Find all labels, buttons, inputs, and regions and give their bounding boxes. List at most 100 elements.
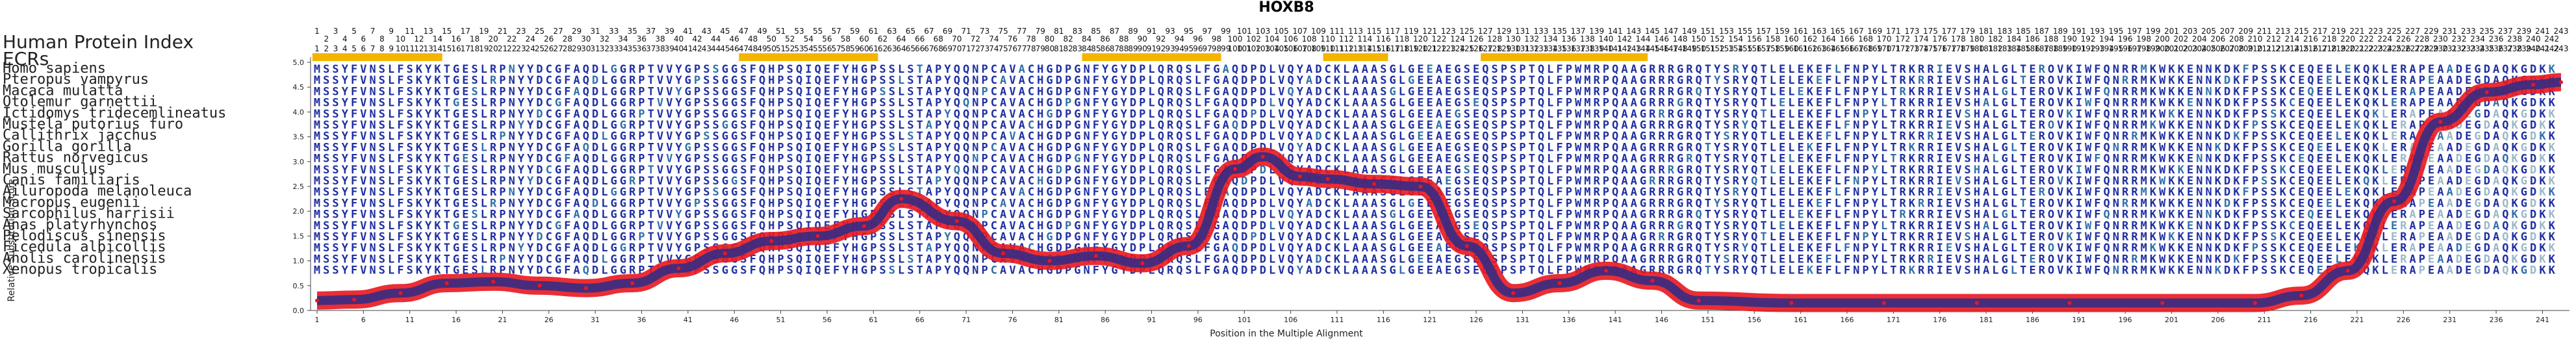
sequence-residue: E: [1417, 253, 1423, 266]
index-number: 1: [314, 27, 320, 36]
sequence-residue: Y: [1714, 242, 1721, 255]
sequence-residue: E: [2345, 85, 2351, 98]
sequence-residue: V: [666, 141, 672, 154]
sequence-residue: P: [1566, 153, 1572, 166]
index-number: 220: [2340, 34, 2355, 44]
sequence-residue: H: [852, 119, 858, 132]
species-label: Macropus eugenii: [3, 194, 140, 210]
sequence-residue: P: [2252, 253, 2258, 266]
sequence-residue: E: [2345, 130, 2351, 143]
sequence-residue: E: [1816, 175, 1822, 188]
sequence-residue: S: [407, 141, 413, 154]
sequence-residue: V: [2057, 208, 2063, 221]
sequence-residue: V: [666, 220, 672, 233]
sequence-residue: N: [370, 74, 376, 87]
sequence-residue: E: [1445, 108, 1451, 121]
sequence-residue: A: [1019, 130, 1025, 143]
ecr-index-number: 48: [748, 44, 758, 53]
sequence-residue: L: [1399, 119, 1405, 132]
sequence-residue: R: [2122, 97, 2129, 110]
sequence-residue: M: [2141, 119, 2147, 132]
sequence-residue: S: [2261, 74, 2267, 87]
sequence-residue: Y: [1714, 119, 1721, 132]
sequence-residue: E: [1427, 242, 1433, 255]
ecr-index-number: 184: [2006, 44, 2021, 53]
index-number: 243: [2554, 27, 2569, 36]
sequence-residue: E: [1798, 197, 1804, 210]
sequence-residue: F: [1556, 141, 1562, 154]
sequence-residue: Y: [342, 220, 349, 233]
sequence-residue: I: [2076, 119, 2082, 132]
sequence-residue: L: [1399, 231, 1405, 244]
sequence-residue: Q: [2308, 74, 2314, 87]
sequence-residue: K: [2178, 220, 2185, 233]
sequence-residue: Q: [815, 242, 821, 255]
sequence-residue: V: [666, 197, 672, 210]
ecr-bar: [1481, 53, 1648, 61]
sequence-residue: K: [2150, 242, 2157, 255]
sequence-residue: G: [1454, 74, 1460, 87]
sequence-residue: L: [1881, 97, 1887, 110]
sequence-residue: C: [546, 231, 552, 244]
sequence-residue: R: [1167, 208, 1174, 221]
sequence-residue: V: [666, 186, 672, 199]
index-number: 16: [451, 34, 461, 44]
sequence-residue: T: [1890, 97, 1896, 110]
sequence-residue: Q: [796, 175, 802, 188]
sequence-residue: E: [1798, 108, 1804, 121]
index-number: 229: [2424, 27, 2439, 36]
sequence-residue: R: [1658, 220, 1665, 233]
sequence-residue: H: [1037, 175, 1043, 188]
sequence-residue: A: [1371, 253, 1377, 266]
sequence-residue: G: [1454, 186, 1460, 199]
sequence-residue: Q: [2308, 175, 2314, 188]
sequence-residue: P: [694, 153, 700, 166]
sequence-residue: F: [2243, 63, 2249, 76]
sequence-residue: R: [1594, 119, 1601, 132]
sequence-residue: M: [2141, 153, 2147, 166]
sequence-residue: L: [1148, 164, 1154, 177]
ecr-index-number: 189: [2053, 44, 2068, 53]
sequence-residue: S: [2261, 130, 2267, 143]
sequence-residue: R: [2131, 175, 2138, 188]
sequence-residue: P: [694, 175, 700, 188]
index-number: 57: [832, 27, 841, 36]
sequence-residue: F: [351, 242, 357, 255]
sequence-residue: S: [713, 231, 719, 244]
index-number: 193: [2090, 27, 2105, 36]
sequence-residue: D: [2224, 108, 2230, 121]
sequence-residue: F: [351, 119, 357, 132]
ecr-index-number: 180: [1969, 44, 1984, 53]
sequence-residue: Y: [1121, 153, 1128, 166]
sequence-residue: S: [2261, 85, 2267, 98]
sequence-residue: Q: [2363, 74, 2369, 87]
sequence-residue: C: [2289, 153, 2295, 166]
sequence-residue: G: [2474, 164, 2480, 177]
sequence-residue: E: [2345, 153, 2351, 166]
sequence-residue: P: [694, 119, 700, 132]
sequence-residue: P: [870, 231, 876, 244]
ecr-index-number: 25: [535, 44, 544, 53]
sequence-residue: L: [2382, 74, 2388, 87]
sequence-residue: P: [1139, 63, 1145, 76]
sequence-residue: F: [1825, 208, 1831, 221]
sequence-residue: E: [462, 130, 468, 143]
sequence-residue: P: [1501, 153, 1507, 166]
sequence-residue: G: [611, 208, 617, 221]
sequence-residue: K: [2280, 141, 2287, 154]
sequence-residue: P: [1139, 175, 1145, 188]
sequence-residue: D: [1260, 231, 1266, 244]
sequence-residue: L: [1269, 141, 1275, 154]
sequence-residue: V: [1955, 186, 1961, 199]
sequence-residue: T: [917, 231, 923, 244]
sequence-residue: K: [2512, 242, 2519, 255]
sequence-residue: N: [2113, 141, 2119, 154]
sequence-residue: Q: [759, 153, 765, 166]
sequence-residue: A: [2447, 153, 2453, 166]
ecr-index-number: 235: [2479, 44, 2494, 53]
sequence-residue: S: [1464, 141, 1470, 154]
sequence-residue: T: [1705, 186, 1711, 199]
sequence-residue: P: [1501, 208, 1507, 221]
sequence-residue: E: [2465, 208, 2471, 221]
sequence-residue: E: [1798, 220, 1804, 233]
